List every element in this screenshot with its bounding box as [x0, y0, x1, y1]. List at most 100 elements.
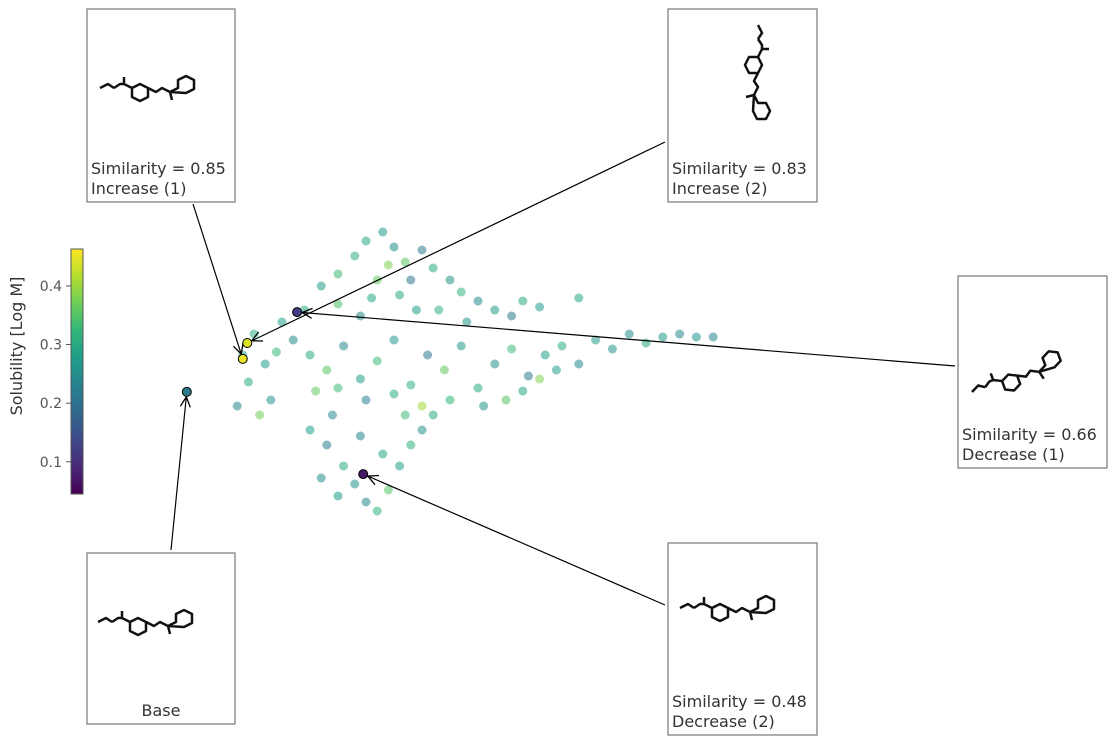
highlight-point [237, 353, 248, 364]
scatter-point [305, 425, 315, 435]
scatter-point [395, 461, 405, 471]
colorbar-tick-label: 0.2 [40, 396, 62, 412]
annotation-text: Increase (1) [91, 179, 186, 198]
annotation-text: Increase (2) [672, 179, 767, 198]
scatter-point [518, 296, 528, 306]
scatter-point [389, 335, 399, 345]
molecule [97, 608, 194, 637]
colorbar [70, 248, 84, 495]
annotation-box [667, 8, 818, 203]
annotation-text: Similarity = 0.85 [91, 159, 226, 178]
scatter-point [523, 371, 533, 381]
scatter-point [389, 389, 399, 399]
annotation-arrow [368, 476, 666, 606]
annotation-box [86, 552, 236, 725]
scatter-point [350, 251, 360, 261]
scatter-point [607, 344, 617, 354]
scatter-point [311, 386, 321, 396]
colorbar-tick-label: 0.4 [40, 279, 62, 295]
scatter-point [423, 350, 433, 360]
scatter-point [355, 311, 365, 321]
scatter-point [708, 332, 718, 342]
annotation-arrow [252, 141, 666, 341]
scatter-point [406, 275, 416, 285]
scatter-point [411, 305, 421, 315]
scatter-point [232, 401, 242, 411]
scatter-point [406, 440, 416, 450]
scatter-point [490, 359, 500, 369]
scatter-point [322, 440, 332, 450]
scatter-point [378, 227, 388, 237]
scatter-point [574, 359, 584, 369]
scatter-point [243, 377, 253, 387]
highlight-point [181, 386, 192, 397]
scatter-point [339, 461, 349, 471]
scatter-point [518, 386, 528, 396]
scatter-point [355, 431, 365, 441]
scatter-point [277, 317, 287, 327]
scatter-point [316, 281, 326, 291]
colorbar-label: Solubility [Log M] [7, 277, 26, 416]
scatter-point [535, 302, 545, 312]
scatter-point [383, 485, 393, 495]
scatter-point [574, 293, 584, 303]
molecule [743, 24, 772, 121]
scatter-point [316, 473, 326, 483]
scatter-point [288, 335, 298, 345]
scatter-point [473, 296, 483, 306]
scatter-point [473, 383, 483, 393]
scatter-point [439, 365, 449, 375]
molecule [99, 74, 196, 103]
annotation-arrow [192, 203, 241, 354]
molecule-bonds [743, 24, 772, 121]
scatter-point [400, 410, 410, 420]
highlight-point [358, 469, 369, 480]
scatter-point [395, 290, 405, 300]
molecule-bonds [99, 74, 196, 103]
scatter-point [462, 317, 472, 327]
annotation-text: Similarity = 0.48 [672, 692, 807, 711]
scatter-point [333, 269, 343, 279]
highlight-point [292, 307, 303, 318]
scatter-point [361, 236, 371, 246]
scatter-point [456, 287, 466, 297]
scatter-point [361, 497, 371, 507]
annotation-arrow [302, 313, 956, 367]
colorbar-tick-label: 0.1 [40, 455, 62, 471]
scatter-point [271, 347, 281, 357]
annotation-text: Decrease (2) [672, 712, 775, 731]
scatter-point [490, 305, 500, 315]
annotation-box [667, 542, 818, 736]
molecule [679, 594, 776, 623]
scatter-point [535, 374, 545, 384]
scatter-point [456, 341, 466, 351]
scatter-point [400, 257, 410, 267]
annotation-text: Similarity = 0.66 [962, 425, 1097, 444]
scatter-point [266, 395, 276, 405]
scatter-point [333, 299, 343, 309]
annotation-arrow [170, 397, 186, 551]
scatter-point [260, 359, 270, 369]
scatter-point [428, 410, 438, 420]
scatter-point [445, 275, 455, 285]
scatter-point [327, 410, 337, 420]
scatter-point [378, 449, 388, 459]
colorbar-tick-label: 0.3 [40, 338, 62, 354]
scatter-point [501, 395, 511, 405]
scatter-point [389, 242, 399, 252]
scatter-point [434, 305, 444, 315]
scatter-point [339, 341, 349, 351]
highlight-point [242, 338, 253, 348]
scatter-point [540, 350, 550, 360]
scatter-point [691, 332, 701, 342]
scatter-point [372, 506, 382, 516]
scatter-point [361, 395, 371, 405]
scatter-point [591, 335, 601, 345]
scatter-point [417, 245, 427, 255]
scatter-point [383, 260, 393, 270]
molecule-bonds [971, 350, 1062, 393]
scatter-point [507, 344, 517, 354]
scatter-point [255, 410, 265, 420]
annotation-text: Similarity = 0.83 [672, 159, 807, 178]
scatter-point [333, 491, 343, 501]
